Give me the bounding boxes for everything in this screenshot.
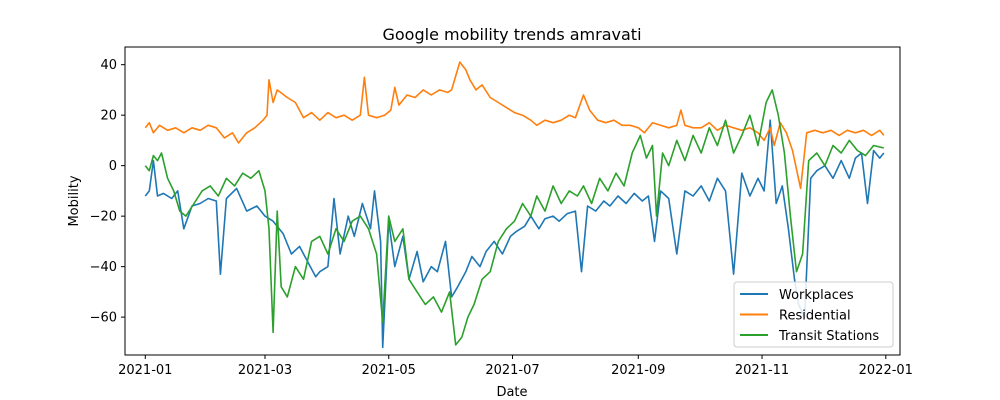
y-tick-label: −60 bbox=[90, 311, 117, 326]
x-tick-label: 2021-03 bbox=[238, 363, 292, 378]
x-tick-label: 2021-05 bbox=[362, 363, 416, 378]
legend-label: Workplaces bbox=[779, 288, 854, 303]
y-tick-label: 40 bbox=[100, 58, 117, 73]
x-tick-label: 2022-01 bbox=[859, 363, 913, 378]
y-axis: 40 20 0 −20 −40 −60 bbox=[90, 58, 125, 326]
y-axis-label: Mobility bbox=[67, 175, 82, 226]
y-tick-label: −40 bbox=[90, 260, 117, 275]
series-line-workplaces bbox=[144, 119, 885, 349]
legend-box bbox=[733, 281, 894, 348]
x-axis-label: Date bbox=[496, 385, 527, 400]
legend: Workplaces Residential Transit Stations bbox=[733, 281, 894, 348]
x-tick-label: 2021-07 bbox=[485, 363, 539, 378]
y-tick-label: −20 bbox=[90, 210, 117, 225]
x-tick-label: 2021-11 bbox=[735, 363, 789, 378]
x-tick-label: 2021-09 bbox=[611, 363, 665, 378]
x-axis: 2021-01 2021-03 2021-05 2021-07 2021-09 2021-… bbox=[118, 355, 913, 378]
y-tick-label: 20 bbox=[100, 109, 117, 124]
legend-label: Residential bbox=[779, 309, 851, 324]
legend-label: Transit Stations bbox=[778, 329, 879, 344]
series-line-residential bbox=[144, 61, 885, 190]
chart-title: Google mobility trends amravati bbox=[382, 25, 641, 44]
series-layer bbox=[144, 61, 885, 349]
x-tick-label: 2021-01 bbox=[118, 363, 172, 378]
series-line-transit-stations bbox=[144, 89, 884, 346]
y-tick-label: 0 bbox=[109, 159, 117, 174]
